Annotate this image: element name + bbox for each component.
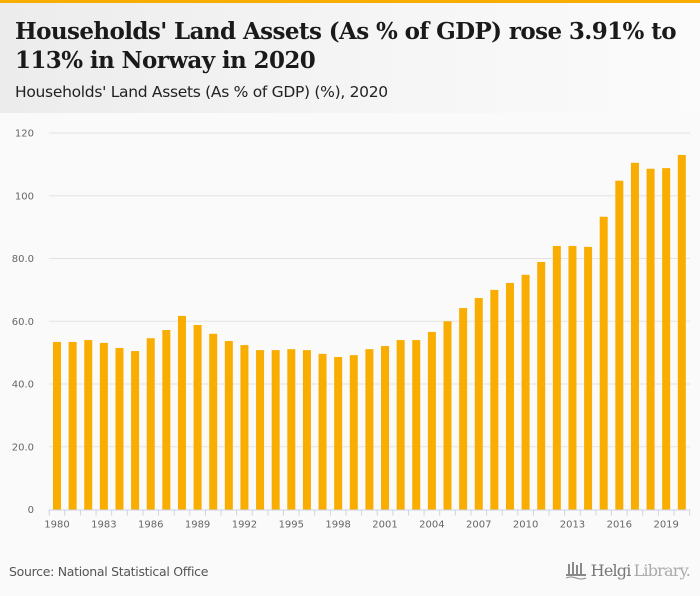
bar-2002[interactable] (396, 340, 405, 510)
bar-1984[interactable] (115, 347, 124, 510)
bar-2000[interactable] (365, 349, 374, 510)
bar-1991[interactable] (224, 341, 233, 510)
bar-1986[interactable] (146, 338, 155, 510)
x-axis (48, 509, 691, 516)
x-tick-label: 1995 (279, 520, 304, 531)
bar-1992[interactable] (240, 345, 249, 510)
bar-2016[interactable] (615, 180, 624, 510)
y-tick-label: 60.0 (12, 317, 34, 328)
source-note: Source: National Statistical Office (9, 564, 209, 579)
bar-2018[interactable] (646, 168, 655, 510)
bar-2008[interactable] (490, 289, 499, 510)
x-tick-label: 2019 (653, 520, 678, 531)
bar-1987[interactable] (162, 330, 171, 510)
bar-1989[interactable] (193, 325, 202, 510)
x-tick-label: 2013 (560, 520, 585, 531)
x-tick-label: 2004 (419, 520, 444, 531)
bar-1983[interactable] (99, 342, 108, 510)
library-building-icon (565, 562, 586, 580)
bar-2020[interactable] (677, 154, 686, 510)
helgi-library-logo[interactable]: Helgi Library. (565, 560, 691, 580)
bar-2004[interactable] (427, 331, 436, 510)
bar-2014[interactable] (584, 246, 593, 510)
x-tick-label: 2001 (372, 520, 397, 531)
x-axis-labels: 1980 1983 1986 1989 1992 1995 1998 2001 2004 2007… (44, 520, 679, 531)
top-accent-bar (0, 0, 700, 3)
bar-2001[interactable] (381, 346, 390, 510)
bar-1998[interactable] (334, 357, 343, 510)
bar-1996[interactable] (302, 350, 311, 510)
bar-1994[interactable] (271, 350, 280, 510)
bar-1995[interactable] (287, 349, 296, 510)
chart-subtitle: Households' Land Assets (As % of GDP) (%… (15, 83, 388, 101)
x-tick-label: 2016 (607, 520, 632, 531)
bar-2019[interactable] (662, 168, 671, 510)
bar-1993[interactable] (256, 350, 265, 510)
logo-text-light: Library. (633, 560, 691, 580)
logo-text-bold: Helgi (590, 560, 632, 580)
bar-2003[interactable] (412, 340, 421, 510)
bar-1980[interactable] (53, 341, 61, 510)
bar-2006[interactable] (459, 308, 468, 510)
x-tick-label: 1980 (44, 520, 69, 531)
y-tick-label: 0 (28, 505, 34, 516)
bar-2013[interactable] (568, 245, 577, 510)
bar-2017[interactable] (630, 162, 639, 510)
chart-title: Households' Land Assets (As % of GDP) ro… (15, 18, 677, 74)
bar-2007[interactable] (474, 298, 483, 510)
x-tick-label: 1989 (185, 520, 210, 531)
bar-1997[interactable] (318, 353, 327, 510)
y-tick-label: 80.0 (12, 254, 34, 265)
bar-1990[interactable] (209, 333, 218, 510)
bar-2009[interactable] (505, 282, 514, 510)
y-axis-labels: 0 20.0 40.0 60.0 80.0 100 120 (12, 129, 34, 517)
bar-2005[interactable] (443, 321, 452, 510)
x-tick-label: 1986 (138, 520, 163, 531)
chart-header: Households' Land Assets (As % of GDP) ro… (0, 3, 700, 113)
bar-1999[interactable] (349, 355, 358, 510)
bar-1982[interactable] (84, 340, 93, 510)
y-tick-label: 100 (15, 191, 34, 202)
y-tick-label: 120 (15, 129, 34, 140)
x-tick-label: 1992 (232, 520, 257, 531)
x-tick-label: 2007 (466, 520, 491, 531)
bar-2010[interactable] (521, 274, 530, 510)
x-tick-label: 1998 (325, 520, 350, 531)
y-tick-label: 20.0 (12, 442, 34, 453)
gridlines (49, 132, 690, 448)
bar-1981[interactable] (68, 341, 77, 510)
bar-2012[interactable] (552, 245, 561, 510)
bar-1988[interactable] (177, 315, 186, 510)
bar-1985[interactable] (131, 351, 140, 510)
x-tick-label: 2010 (513, 520, 538, 531)
bar-chart: 0 20.0 40.0 60.0 80.0 100 120 1980 1983 1986 1989… (12, 129, 691, 531)
bars (53, 154, 686, 510)
x-tick-label: 1983 (91, 520, 116, 531)
y-tick-label: 40.0 (12, 380, 34, 391)
bar-2011[interactable] (537, 261, 546, 510)
bar-2015[interactable] (599, 216, 608, 510)
